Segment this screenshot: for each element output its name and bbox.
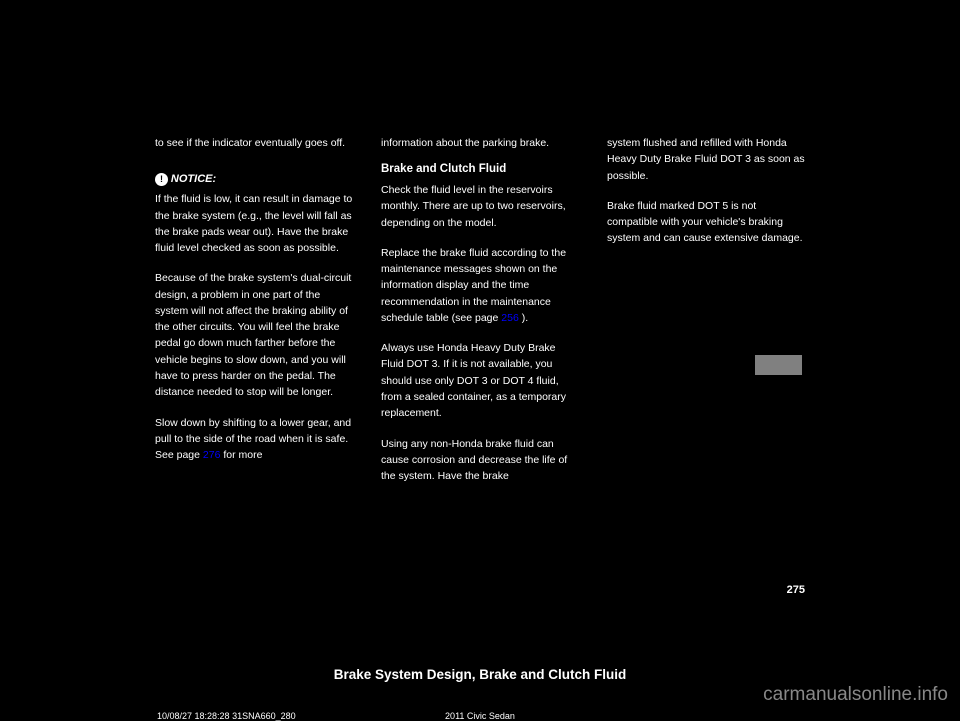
watermark: carmanualsonline.info — [763, 684, 948, 706]
col1-para4-end: for more — [223, 449, 262, 461]
col1-notice-text: If the fluid is low, it can result in da… — [155, 191, 353, 256]
col2-para4: Always use Honda Heavy Duty Brake Fluid … — [381, 340, 579, 421]
col1-para4: Slow down by shifting to a lower gear, a… — [155, 415, 353, 464]
page-number: 275 — [787, 584, 805, 596]
column-3: system flushed and refilled with Honda H… — [607, 135, 805, 487]
col2-heading: Brake and Clutch Fluid — [381, 161, 579, 179]
columns-wrapper: to see if the indicator eventually goes … — [155, 135, 805, 487]
col1-para3: Because of the brake system's dual-circu… — [155, 270, 353, 400]
col1-para1: to see if the indicator eventually goes … — [155, 135, 353, 151]
notice-label: NOTICE: — [171, 173, 216, 185]
page-link-256[interactable]: 256 — [501, 312, 519, 324]
side-tab — [755, 355, 802, 375]
col3-para2: Brake fluid marked DOT 5 is not compatib… — [607, 198, 805, 247]
page-title: Brake System Design, Brake and Clutch Fl… — [155, 667, 805, 682]
notice-icon: ! — [155, 173, 168, 186]
col2-para2: Check the fluid level in the reservoirs … — [381, 182, 579, 231]
col2-para3-start: Replace the brake fluid according to the… — [381, 247, 566, 324]
col2-para5: Using any non-Honda brake fluid can caus… — [381, 436, 579, 485]
col2-para3-end: ). — [522, 312, 528, 324]
footer-right — [800, 711, 803, 721]
col1-notice: ! NOTICE: — [155, 171, 353, 188]
col2-para3: Replace the brake fluid according to the… — [381, 245, 579, 326]
column-1: to see if the indicator eventually goes … — [155, 135, 353, 487]
column-2: information about the parking brake. Bra… — [381, 135, 579, 487]
footer-center: 2011 Civic Sedan — [445, 711, 515, 721]
footer-left: 10/08/27 18:28:28 31SNA660_280 — [157, 711, 296, 721]
page-container: to see if the indicator eventually goes … — [155, 135, 805, 487]
page-link-276[interactable]: 276 — [203, 449, 221, 461]
col3-para1: system flushed and refilled with Honda H… — [607, 135, 805, 184]
col2-para1: information about the parking brake. — [381, 135, 579, 151]
footer-row: 10/08/27 18:28:28 31SNA660_280 2011 Civi… — [155, 711, 805, 721]
